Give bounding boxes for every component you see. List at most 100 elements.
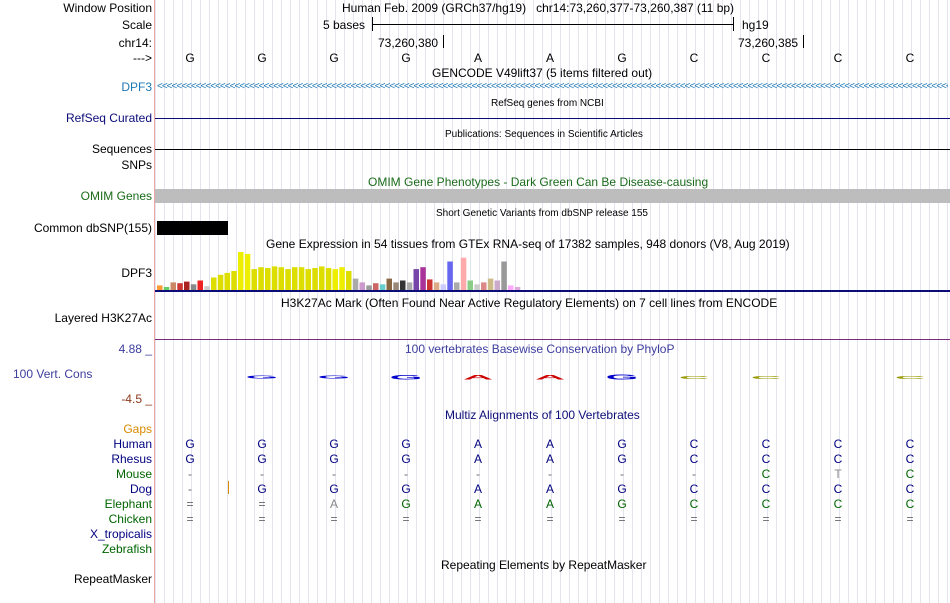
species-label[interactable]: Elephant bbox=[104, 497, 152, 511]
grid-line bbox=[164, 0, 165, 603]
gtex-tissue-bar[interactable] bbox=[359, 282, 366, 290]
omim-gene-bar[interactable] bbox=[155, 189, 950, 203]
refseq-label[interactable]: RefSeq Curated bbox=[65, 111, 152, 125]
grid-line bbox=[281, 0, 282, 603]
publications-feature[interactable] bbox=[155, 149, 950, 150]
grid-line bbox=[803, 0, 804, 603]
gtex-tissue-bar[interactable] bbox=[157, 285, 163, 290]
gtex-tissue-bar[interactable] bbox=[413, 269, 420, 290]
grid-line bbox=[326, 0, 327, 603]
grid-line bbox=[497, 0, 498, 603]
species-label[interactable]: Human bbox=[113, 437, 152, 451]
gtex-label[interactable]: DPF3 bbox=[121, 266, 152, 280]
gtex-tissue-bar[interactable] bbox=[332, 269, 339, 290]
gtex-tissue-bar[interactable] bbox=[238, 252, 244, 290]
gtex-tissue-bar[interactable] bbox=[244, 253, 251, 290]
h3k27ac-label[interactable]: Layered H3K27Ac bbox=[54, 311, 152, 325]
gtex-tissue-bar[interactable] bbox=[346, 271, 352, 290]
gtex-tissue-bar[interactable] bbox=[224, 272, 231, 290]
gtex-tissue-bar[interactable] bbox=[393, 282, 399, 290]
gtex-tissue-bar[interactable] bbox=[292, 267, 298, 290]
gtex-tissue-bar[interactable] bbox=[514, 287, 521, 290]
alignment-base: = bbox=[618, 512, 626, 526]
gtex-tissue-bar[interactable] bbox=[447, 261, 453, 291]
gtex-tissue-bar[interactable] bbox=[501, 261, 507, 291]
gtex-tissue-bar[interactable] bbox=[474, 284, 480, 290]
gtex-tissue-bar[interactable] bbox=[298, 267, 305, 290]
gtex-tissue-bar[interactable] bbox=[265, 268, 271, 290]
gtex-tissue-bar[interactable] bbox=[251, 269, 258, 290]
alignment-base: = bbox=[186, 497, 194, 511]
gtex-tissue-bar[interactable] bbox=[373, 283, 379, 290]
gtex-tissue-bar[interactable] bbox=[305, 269, 312, 290]
alignment-base: = bbox=[906, 512, 914, 526]
grid-line bbox=[470, 0, 471, 603]
gtex-tissue-bar[interactable] bbox=[379, 284, 386, 290]
gencode-gene-label[interactable]: DPF3 bbox=[121, 80, 152, 94]
gtex-tissue-bar[interactable] bbox=[352, 278, 359, 290]
gtex-tissue-bar[interactable] bbox=[184, 281, 190, 290]
gtex-title: Gene Expression in 54 tissues from GTEx … bbox=[266, 237, 790, 251]
gtex-tissue-bar[interactable] bbox=[231, 271, 237, 290]
refseq-gene-feature[interactable] bbox=[155, 118, 950, 119]
gtex-tissue-bar[interactable] bbox=[177, 283, 183, 290]
gtex-tissue-bar[interactable] bbox=[386, 278, 393, 290]
species-label[interactable]: Zebrafish bbox=[101, 542, 152, 556]
species-label[interactable]: Rhesus bbox=[111, 452, 152, 466]
gtex-tissue-bar[interactable] bbox=[440, 284, 447, 290]
gtex-tissue-bar[interactable] bbox=[400, 280, 406, 291]
species-label[interactable]: Chicken bbox=[108, 512, 152, 526]
dbsnp-variant-bar[interactable] bbox=[157, 221, 228, 235]
grid-line bbox=[731, 0, 732, 603]
alignment-base: C bbox=[833, 452, 843, 466]
omim-label[interactable]: OMIM Genes bbox=[80, 189, 152, 203]
gtex-tissue-bar[interactable] bbox=[285, 269, 291, 290]
gtex-tissue-bar[interactable] bbox=[197, 280, 204, 291]
gtex-tissue-bar[interactable] bbox=[271, 266, 278, 290]
ref-base: G bbox=[257, 51, 267, 65]
alignment-base: C bbox=[833, 497, 843, 511]
gtex-tissue-bar[interactable] bbox=[217, 274, 224, 290]
gtex-tissue-bar[interactable] bbox=[163, 287, 170, 290]
publications-label[interactable]: Sequences bbox=[91, 142, 152, 156]
gtex-tissue-bar[interactable] bbox=[494, 280, 501, 291]
gtex-tissue-bar[interactable] bbox=[460, 257, 467, 290]
gtex-tissue-bar[interactable] bbox=[366, 285, 372, 290]
gtex-tissue-bar[interactable] bbox=[420, 267, 426, 290]
gtex-tissue-bar[interactable] bbox=[211, 277, 217, 291]
gtex-tissue-bar[interactable] bbox=[467, 280, 474, 291]
gtex-tissue-bar[interactable] bbox=[481, 282, 487, 290]
dog-insertion-marker bbox=[228, 481, 229, 494]
gtex-tissue-bar[interactable] bbox=[278, 267, 285, 290]
alignment-base: - bbox=[188, 482, 192, 496]
gtex-tissue-bar[interactable] bbox=[427, 279, 433, 290]
alignment-base: = bbox=[330, 512, 338, 526]
gtex-tissue-bar[interactable] bbox=[508, 285, 514, 290]
grid-line bbox=[182, 0, 183, 603]
gtex-tissue-bar[interactable] bbox=[339, 267, 345, 290]
species-label[interactable]: Mouse bbox=[115, 467, 152, 481]
dbsnp-label[interactable]: Common dbSNP(155) bbox=[33, 221, 152, 235]
gtex-tissue-bar[interactable] bbox=[487, 278, 494, 290]
gtex-tissue-bar[interactable] bbox=[170, 282, 177, 290]
grid-line bbox=[704, 0, 705, 603]
cons-label[interactable]: 100 Vert. Cons bbox=[13, 367, 93, 381]
gtex-tissue-bar[interactable] bbox=[433, 282, 440, 290]
species-label[interactable]: Dog bbox=[129, 482, 152, 496]
repeatmasker-label[interactable]: RepeatMasker bbox=[73, 572, 152, 586]
gtex-tissue-bar[interactable] bbox=[325, 268, 332, 290]
species-label[interactable]: X_tropicalis bbox=[89, 527, 152, 541]
gtex-tissue-bar[interactable] bbox=[258, 267, 264, 290]
alignment-base: = bbox=[186, 512, 194, 526]
gtex-tissue-bar[interactable] bbox=[406, 282, 413, 290]
gtex-tissue-bar[interactable] bbox=[312, 268, 318, 290]
gtex-tissue-bar[interactable] bbox=[204, 286, 210, 290]
gtex-tissue-bar[interactable] bbox=[454, 282, 460, 290]
gtex-tissue-bar[interactable] bbox=[319, 266, 325, 290]
gtex-tissue-bar[interactable] bbox=[190, 284, 197, 290]
cons-logo-letter: A bbox=[534, 373, 566, 381]
gencode-gene-feature[interactable]: <<<<<<<<<<<<<<<<<<<<<<<<<<<<<<<<<<<<<<<<… bbox=[157, 81, 948, 92]
gtex-expression-chart[interactable] bbox=[155, 248, 535, 290]
grid-line bbox=[272, 0, 273, 603]
